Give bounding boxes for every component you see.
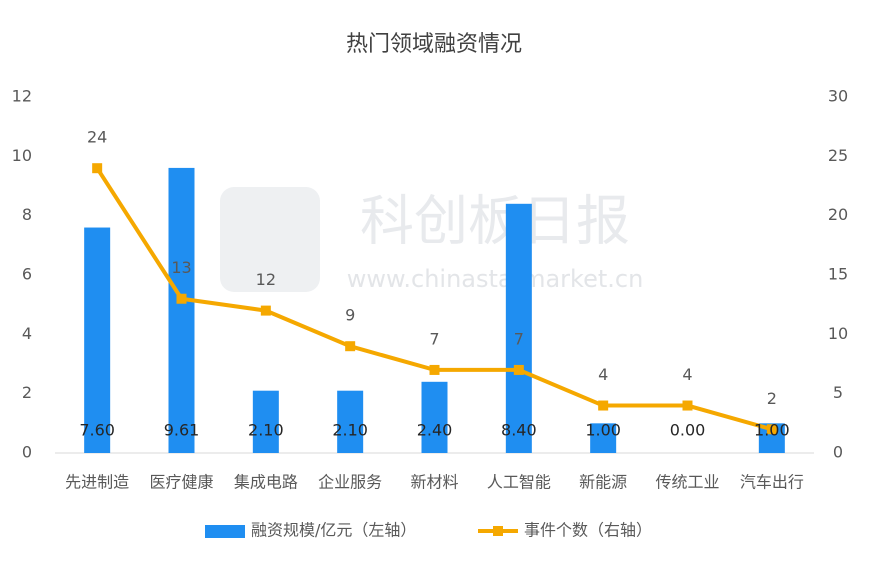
data-label: 1.00 — [585, 421, 621, 440]
y-tick-label: 12 — [12, 87, 32, 106]
data-label: 0.00 — [670, 421, 706, 440]
line-marker — [598, 400, 609, 411]
bar — [590, 423, 617, 453]
data-label: 2 — [767, 389, 777, 408]
x-tick-label: 企业服务 — [318, 473, 382, 492]
data-label: 13 — [171, 258, 191, 277]
y-tick-label: 2 — [22, 383, 32, 402]
y2-tick-label: 15 — [828, 265, 848, 284]
line-marker — [682, 400, 693, 411]
y-tick-label: 6 — [22, 265, 32, 284]
bar — [337, 390, 364, 453]
bar — [84, 227, 111, 453]
y-tick-label: 8 — [22, 205, 32, 224]
bar — [168, 167, 195, 454]
y-tick-label: 10 — [12, 146, 32, 165]
y2-tick-label: 5 — [833, 383, 843, 402]
line-marker — [345, 341, 356, 352]
x-tick-label: 汽车出行 — [740, 473, 804, 492]
chart-title: 热门领域融资情况 — [346, 32, 522, 57]
y2-tick-label: 0 — [833, 443, 843, 462]
data-label: 12 — [256, 270, 276, 289]
watermark-url: www.chinastarmarket.cn — [347, 265, 644, 293]
y-tick-label: 0 — [22, 443, 32, 462]
line-marker — [766, 424, 777, 435]
legend-swatch — [493, 526, 503, 536]
data-label: 24 — [87, 128, 107, 147]
x-tick-label: 新能源 — [579, 473, 627, 492]
bar — [252, 390, 279, 453]
y2-tick-label: 30 — [828, 87, 848, 106]
data-label: 9 — [345, 306, 355, 325]
x-tick-label: 先进制造 — [65, 473, 129, 492]
y2-tick-label: 10 — [828, 324, 848, 343]
bar — [505, 203, 532, 453]
data-label: 7 — [514, 329, 524, 348]
line-marker — [513, 364, 524, 375]
y2-tick-label: 25 — [828, 146, 848, 165]
data-label: 2.10 — [248, 421, 284, 440]
x-tick-label: 新材料 — [410, 473, 458, 492]
data-label: 8.40 — [501, 421, 537, 440]
x-tick-label: 医疗健康 — [149, 473, 213, 492]
watermark-name: 科创板日报 — [360, 190, 630, 253]
line-marker — [260, 305, 271, 316]
bar — [421, 381, 448, 453]
line-marker — [429, 364, 440, 375]
line-marker — [92, 163, 103, 174]
data-label: 2.40 — [417, 421, 453, 440]
x-tick-label: 集成电路 — [234, 473, 298, 492]
legend-label: 事件个数（右轴） — [524, 521, 652, 540]
y-tick-label: 4 — [22, 324, 32, 343]
watermark-logo — [220, 187, 320, 292]
data-label: 4 — [598, 365, 608, 384]
data-label: 7 — [429, 329, 439, 348]
y2-tick-label: 20 — [828, 205, 848, 224]
data-label: 4 — [682, 365, 692, 384]
data-label: 7.60 — [79, 421, 115, 440]
legend-label: 融资规模/亿元（左轴） — [251, 521, 416, 540]
data-label: 9.61 — [164, 421, 200, 440]
legend-swatch — [205, 525, 245, 538]
x-tick-label: 传统工业 — [655, 473, 719, 492]
x-tick-label: 人工智能 — [487, 473, 551, 492]
line-marker — [176, 293, 187, 304]
data-label: 1.00 — [754, 421, 790, 440]
data-label: 2.10 — [332, 421, 368, 440]
